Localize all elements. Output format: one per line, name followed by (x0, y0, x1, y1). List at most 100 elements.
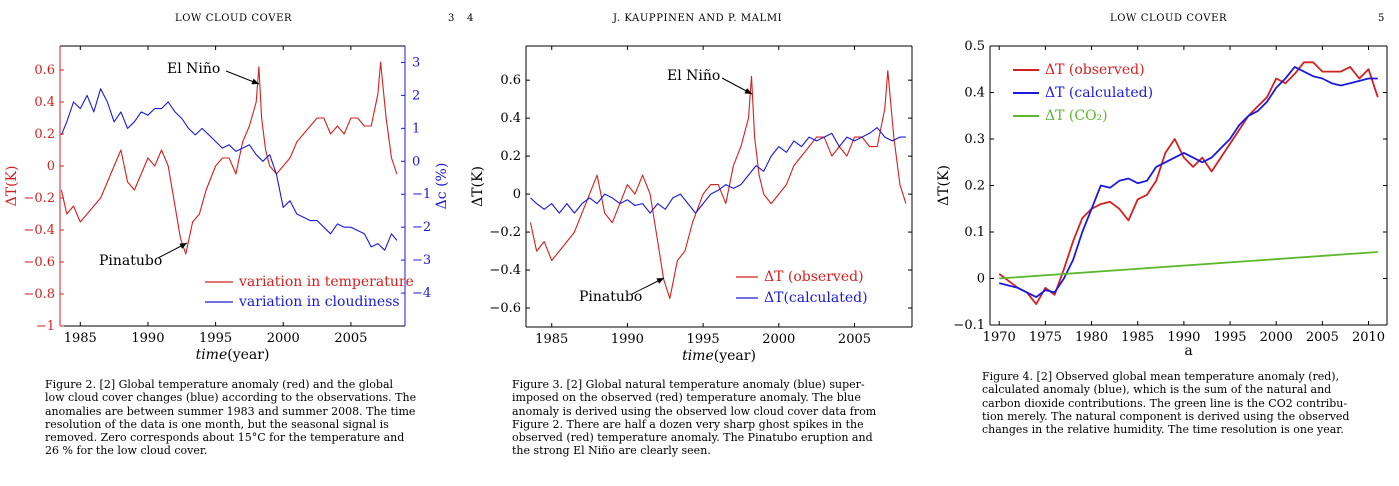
annotation-label: El Niño (667, 68, 720, 84)
caption-line: calculated anomaly (blue), which is the … (982, 383, 1332, 397)
x-tick-label: 1995 (199, 331, 232, 346)
y-tick-label: 0.4 (964, 86, 985, 101)
y-tick-label: 0.5 (964, 39, 985, 54)
legend-label: ΔT (observed) (1045, 62, 1145, 78)
caption-line: carbon dioxide contributions. The green … (982, 396, 1348, 410)
x-tick-label: 1970 (983, 330, 1016, 345)
y-axis-label: ΔT(K) (4, 166, 20, 207)
annotation-label: Pinatubo (99, 253, 162, 269)
y-tick-label: 0.2 (964, 179, 985, 194)
x-tick-label: 2000 (267, 331, 300, 346)
y-tick-label: 0.4 (500, 111, 521, 126)
x-tick-label: 2005 (334, 331, 367, 346)
legend-label: variation in temperature (238, 274, 414, 290)
legend-label: ΔT (calculated) (1045, 85, 1153, 101)
y-tick-label: −0.6 (23, 255, 55, 270)
annotation-arrowhead (656, 278, 664, 284)
figure-2-caption: Figure 2. [2] Global temperature anomaly… (45, 378, 416, 458)
series-line-1 (60, 61, 398, 255)
y2-tick-label: −2 (412, 220, 431, 235)
legend-label: ΔT (observed) (764, 269, 864, 285)
y-tick-label: 0.2 (500, 149, 521, 164)
page4-number: 4 (467, 13, 474, 24)
x-tick-label: 1985 (535, 332, 568, 347)
legend-label: ΔT (CO₂) (1045, 108, 1108, 124)
y-tick-label: 0.6 (500, 73, 521, 88)
y2-tick-label: −3 (412, 253, 431, 268)
caption-line: anomalies are between summer 1983 and su… (45, 404, 416, 418)
x-tick-label: 2010 (1352, 330, 1385, 345)
figure-3-caption: Figure 3. [2] Global natural temperature… (512, 378, 876, 458)
caption-line: tion merely. The natural component is de… (982, 409, 1350, 423)
x-tick-label: 1985 (1121, 330, 1154, 345)
x-tick-label: 1990 (611, 332, 644, 347)
caption-line: Figure 3. [2] Global natural temperature… (512, 378, 865, 391)
y-tick-label: 0 (47, 159, 55, 174)
x-tick-label: 1980 (1075, 330, 1108, 345)
caption-line: Figure 2. [2] Global temperature anomaly… (45, 378, 394, 391)
y-tick-label: −0.8 (23, 287, 55, 302)
x-tick-label: 1990 (1167, 330, 1200, 345)
y-tick-label: 0 (977, 272, 985, 287)
y2-tick-label: 3 (412, 55, 420, 70)
y2-tick-label: −1 (412, 187, 431, 202)
y-tick-label: 0.3 (964, 132, 985, 147)
legend-label: ΔT(calculated) (764, 290, 868, 306)
caption-line: 26 % for the low cloud cover. (45, 444, 208, 458)
x-tick-label: 1985 (64, 331, 97, 346)
annotation-label: El Niño (167, 61, 220, 77)
x-tick-label: 2000 (1260, 330, 1293, 345)
annotation-arrowhead (251, 78, 259, 85)
caption-line: Figure 4. [2] Observed global mean tempe… (982, 370, 1340, 383)
page3-number: 3 (448, 13, 455, 24)
caption-line: observed (red) temperature anomaly. The … (512, 431, 873, 445)
x-tick-label: 1975 (1029, 330, 1062, 345)
annotation-arrowhead (179, 243, 187, 249)
annotation-arrowhead (744, 88, 752, 94)
figure-4-caption: Figure 4. [2] Observed global mean tempe… (982, 370, 1349, 436)
caption-line: the strong El Niño are clearly seen. (512, 444, 711, 458)
series-line-2 (530, 127, 906, 214)
x-axis-label: time(year) (196, 347, 270, 363)
y-axis-label: ΔT(K) (470, 166, 486, 207)
y-tick-label: −0.2 (23, 191, 55, 206)
x-tick-label: 2000 (762, 332, 795, 347)
caption-line: anomaly is derived using the observed lo… (512, 404, 877, 418)
caption-line: removed. Zero corresponds about 15°C for… (45, 431, 405, 445)
series-line-2 (998, 66, 1378, 299)
y2-tick-label: −4 (412, 286, 431, 301)
caption-line: low cloud cover changes (blue) according… (45, 391, 417, 405)
y-tick-label: −1 (36, 319, 55, 334)
y-tick-label: −0.4 (489, 263, 521, 278)
y-tick-label: 0.1 (964, 225, 985, 240)
x-axis-label: time(year) (682, 348, 756, 364)
x-axis-label: a (1184, 343, 1192, 359)
y2-tick-label: 2 (412, 88, 420, 103)
x-tick-label: 2005 (838, 332, 871, 347)
y-tick-label: 0.2 (34, 127, 55, 142)
y-axis-label: ΔT(K) (936, 165, 952, 206)
y-tick-label: 0 (513, 187, 521, 202)
caption-line: Figure 2. There are half a dozen very sh… (512, 417, 864, 431)
x-tick-label: 1995 (687, 332, 720, 347)
series-line-1 (529, 70, 907, 300)
y-tick-label: 0.6 (34, 63, 55, 78)
y2-axis-label: Δc (%) (434, 163, 450, 210)
legend-label: variation in cloudiness (238, 294, 400, 310)
x-tick-label: 1995 (1213, 330, 1246, 345)
y2-tick-label: 1 (412, 121, 420, 136)
y2-tick-label: 0 (412, 154, 420, 169)
annotation-label: Pinatubo (579, 289, 642, 305)
caption-line: changes in the relative humidity. The ti… (982, 423, 1344, 437)
series-line-3 (999, 251, 1378, 280)
page5-running-header: LOW CLOUD COVER (1110, 13, 1228, 24)
page4-running-header: J. KAUPPINEN AND P. MALMI (613, 13, 783, 24)
page3-running-header: LOW CLOUD COVER (175, 13, 293, 24)
y-tick-label: −0.4 (23, 223, 55, 238)
y-tick-label: 0.4 (34, 95, 55, 110)
caption-line: resolution of the data is one month, but… (45, 417, 389, 431)
y-tick-label: −0.6 (489, 301, 521, 316)
